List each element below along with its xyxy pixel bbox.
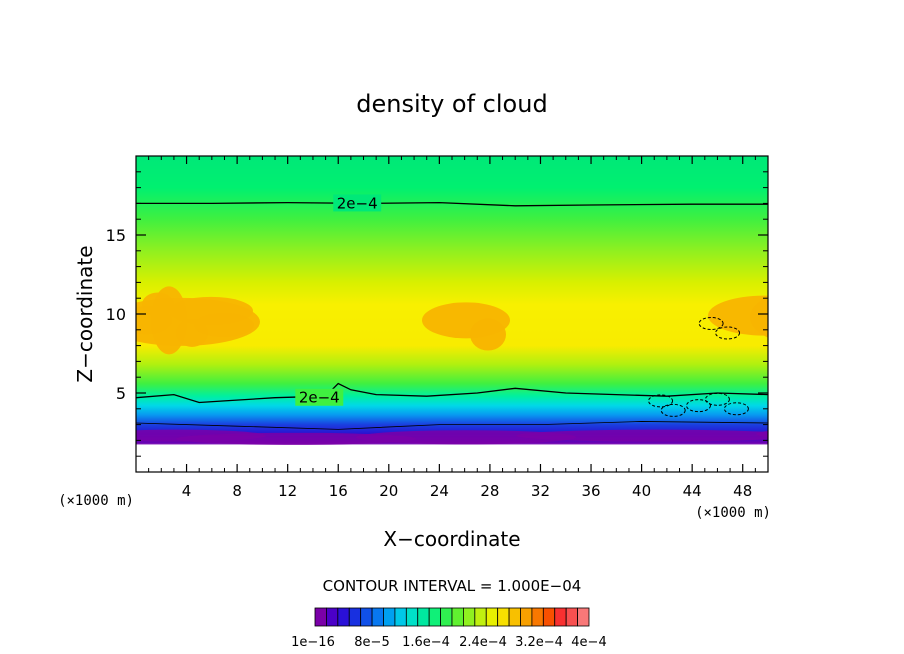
y-axis-ticks: 5 10 15 <box>106 171 768 457</box>
colorbar-swatch <box>577 607 590 627</box>
y-tick-label: 10 <box>106 305 126 324</box>
colorbar-swatch <box>554 607 567 627</box>
x-axis-label: X−coordinate <box>383 527 520 551</box>
contour-label-bg <box>333 194 382 212</box>
colorbar-swatch <box>326 607 339 627</box>
colorbar-swatch <box>463 607 476 627</box>
contour-detail <box>660 403 686 417</box>
x-tick-label: 40 <box>632 482 651 500</box>
colorbar-swatch <box>383 607 396 627</box>
orange-blobs <box>136 286 904 445</box>
colorbar-labels: 1e−16 8e−5 1.6e−4 2.4e−4 3.2e−4 4e−4 <box>291 635 607 650</box>
x-tick-label: 32 <box>531 482 550 500</box>
orange-blob <box>470 318 506 351</box>
x-tick-label: 28 <box>480 482 499 500</box>
contour-line-upper <box>136 201 768 207</box>
colorbar-label: 3.2e−4 <box>515 635 563 650</box>
contour-label-bg <box>295 388 344 406</box>
x-unit-right: (×1000 m) <box>695 505 771 521</box>
colorbar-label: 8e−5 <box>354 635 389 650</box>
y-tick-label: 15 <box>106 226 126 245</box>
colorbar-swatch <box>428 607 441 627</box>
x-tick-label: 8 <box>232 482 242 500</box>
colorbar <box>314 607 590 627</box>
x-tick-label: 12 <box>278 482 297 500</box>
colorbar-swatch <box>360 607 373 627</box>
colorbar-swatch <box>371 607 384 627</box>
orange-blob <box>194 313 254 338</box>
y-axis-label: Z−coordinate <box>73 245 97 382</box>
colorbar-swatch <box>405 607 419 627</box>
colorbar-swatch <box>508 607 521 627</box>
contour-detail <box>685 399 711 413</box>
x-axis-ticks: 4 8 12 16 20 24 28 32 36 40 44 48 <box>148 156 756 500</box>
contour-interval-text: CONTOUR INTERVAL = 1.000E−04 <box>323 577 582 595</box>
colorbar-swatch <box>314 607 327 627</box>
colorbar-swatch <box>337 607 350 627</box>
contour-detail <box>723 402 749 416</box>
colorbar-swatch <box>440 607 453 627</box>
x-tick-label: 4 <box>182 482 192 500</box>
colorbar-label: 1e−16 <box>291 635 335 650</box>
contour-lines <box>136 201 768 430</box>
purple-blob <box>356 430 576 445</box>
colorbar-swatch <box>520 607 533 627</box>
x-tick-label: 44 <box>683 482 702 500</box>
x-unit-left: (×1000 m) <box>58 493 134 509</box>
purple-blob <box>516 429 768 442</box>
orange-blob <box>838 303 894 347</box>
x-tick-label: 24 <box>430 482 449 500</box>
contour-label: 2e−4 <box>299 389 340 407</box>
colorbar-swatch <box>474 607 487 627</box>
contour-detail <box>648 394 674 408</box>
purple-blob <box>756 430 768 438</box>
contour-detail <box>704 392 730 406</box>
contour-detail <box>698 316 724 330</box>
contour-line-lower <box>136 382 768 404</box>
colorbar-swatch <box>451 607 464 627</box>
colorbar-label: 4e−4 <box>571 635 606 650</box>
colorbar-swatch <box>497 607 510 627</box>
orange-blob <box>876 290 904 342</box>
colorbar-swatch <box>417 607 430 627</box>
chart-title: density of cloud <box>356 90 547 118</box>
contour-detail <box>715 326 741 340</box>
contour-line-inner <box>136 421 768 430</box>
colorbar-swatch <box>542 607 556 627</box>
x-tick-label: 20 <box>379 482 398 500</box>
plot-field <box>136 156 904 472</box>
x-tick-label: 48 <box>733 482 752 500</box>
colorbar-swatch <box>348 607 362 627</box>
orange-blob <box>750 296 768 338</box>
colorbar-swatch <box>394 607 407 627</box>
x-tick-label: 36 <box>581 482 600 500</box>
contour-labels: 2e−4 2e−4 <box>295 194 382 407</box>
colorbar-swatch <box>485 607 499 627</box>
colorbar-label: 2.4e−4 <box>459 635 507 650</box>
colorbar-swatch <box>531 607 544 627</box>
colorbar-swatch <box>565 607 578 627</box>
colorbar-label: 1.6e−4 <box>402 635 450 650</box>
contour-label: 2e−4 <box>337 194 378 212</box>
y-tick-label: 5 <box>116 384 126 403</box>
x-tick-label: 16 <box>329 482 348 500</box>
purple-blob <box>176 432 416 445</box>
